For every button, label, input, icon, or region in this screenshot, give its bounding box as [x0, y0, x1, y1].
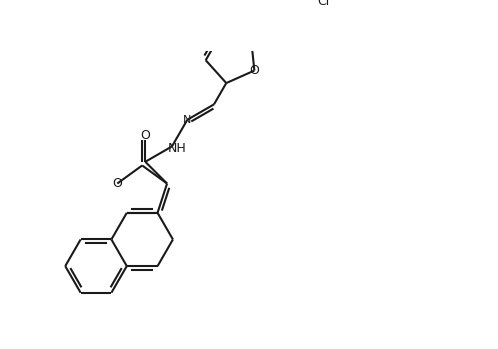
Text: N: N [183, 115, 192, 125]
Text: O: O [249, 64, 259, 77]
Text: O: O [140, 129, 150, 142]
Text: O: O [113, 177, 122, 190]
Text: Cl: Cl [317, 0, 329, 8]
Text: NH: NH [168, 142, 186, 155]
